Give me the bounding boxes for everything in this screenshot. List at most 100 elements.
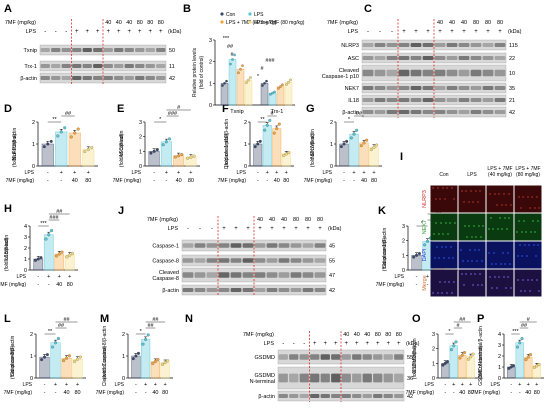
fluorescent-signal <box>441 246 443 248</box>
y-tick-label: 0 <box>330 164 333 170</box>
fluorescent-signal <box>505 287 507 289</box>
fluorescent-signal <box>503 193 505 195</box>
y-axis-label: GSDMD/β-actin(fold of control) <box>412 338 418 379</box>
protein-band <box>242 272 254 278</box>
bar-chart-e: 0 1 2 3 * #### LPS 7MF (mg/kg) - + + + - - 40 80 <box>113 105 200 184</box>
fluorescent-signal <box>509 263 511 265</box>
protein-band <box>278 243 290 248</box>
y-axis-label: NLRP3/β-actin(fold of control) <box>12 127 18 167</box>
fluorescent-signal <box>532 220 534 222</box>
protein-name: β-actin <box>20 76 37 82</box>
x-dose-value: - <box>48 282 50 288</box>
protein-band <box>254 272 266 278</box>
data-point <box>192 154 196 158</box>
x-dose-value: 80 <box>534 390 540 396</box>
fluorescent-signal <box>444 198 446 200</box>
data-point <box>469 355 473 359</box>
micrograph-tile <box>486 241 514 269</box>
lps-sign: + <box>282 226 286 232</box>
x-lps-label: LPS <box>17 274 27 280</box>
significance-mark: # <box>270 111 274 117</box>
protein-name: NLRP3 <box>341 43 359 49</box>
x-dose-value: - <box>37 282 39 288</box>
fluorescent-signal <box>527 279 529 281</box>
y-tick-label: 0 <box>24 268 27 274</box>
data-point <box>268 118 272 122</box>
protein-band <box>331 373 341 383</box>
data-point <box>345 139 349 143</box>
panel-letter-n: N <box>185 313 193 325</box>
protein-name: β-actin <box>342 110 359 116</box>
data-point <box>245 81 248 84</box>
protein-name: Trx-1 <box>24 64 37 70</box>
y-tick-label: 0 <box>432 376 435 382</box>
lps-sign: + <box>402 29 406 35</box>
x-dose-value: - <box>453 390 455 396</box>
x-lps-sign: - <box>47 170 49 176</box>
y-axis-label: Caspase-1/β-actin(fold of control) <box>382 227 388 271</box>
y-axis-label-line: NEK7/β-actin <box>310 129 316 159</box>
panel-letter-h: H <box>4 203 12 215</box>
x-lps-sign: + <box>65 382 68 388</box>
protein-name-line: Trx-1 <box>24 64 37 70</box>
data-point <box>51 345 55 349</box>
significance-mark: ## <box>521 323 528 329</box>
lps-sign: - <box>293 341 295 347</box>
row-label: Merge <box>422 275 428 291</box>
fluorescent-signal <box>477 284 479 286</box>
x-dose-value: 80 <box>74 390 80 396</box>
data-point <box>449 348 453 352</box>
protein-name: Txnip <box>24 48 37 54</box>
data-point <box>161 143 165 147</box>
legend-swatch <box>248 20 252 24</box>
kda-marker: 35 <box>509 86 515 92</box>
x-dose-value: 40 <box>63 390 69 396</box>
data-point <box>441 363 445 367</box>
y-tick-label: 1 <box>330 142 333 148</box>
data-point <box>71 251 75 255</box>
data-point <box>463 351 467 355</box>
micrograph-tile <box>514 269 542 297</box>
kda-marker: 22 <box>509 56 515 62</box>
dose-value: 40 <box>116 20 122 26</box>
kda-marker: 36 <box>407 376 413 382</box>
data-point <box>73 131 77 135</box>
x-dose-value: - <box>55 390 57 396</box>
protein-band <box>254 243 266 248</box>
data-point <box>141 342 145 346</box>
significance-mark: * <box>140 329 143 335</box>
data-point <box>284 152 288 156</box>
data-point <box>271 91 274 95</box>
x-dose-value: 80 <box>162 390 168 396</box>
x-lps-sign: - <box>153 170 155 176</box>
fluorescent-signal <box>492 228 494 230</box>
x-dose-value: - <box>519 390 521 396</box>
y-tick-label: 3 <box>209 38 212 44</box>
y-tick-label: 0 <box>30 376 33 382</box>
data-point <box>237 71 240 75</box>
protein-band <box>422 86 434 90</box>
y-tick-label: 3 <box>498 343 501 349</box>
protein-band <box>51 76 61 80</box>
fluorescent-signal <box>438 233 440 235</box>
protein-band <box>362 98 374 102</box>
protein-band <box>458 98 470 102</box>
x-lps-sign: - <box>444 382 446 388</box>
fluorescent-signal <box>505 204 507 206</box>
fluorescent-signal <box>468 201 470 203</box>
dose-value: 80 <box>473 20 479 26</box>
data-point <box>365 138 369 142</box>
protein-name: β-actin <box>258 394 275 400</box>
data-point <box>239 67 242 71</box>
fluorescent-signal <box>465 273 467 275</box>
x-dose-value: - <box>135 390 137 396</box>
data-point <box>40 358 44 362</box>
micrograph-tile <box>430 269 458 297</box>
data-point <box>282 153 286 157</box>
protein-band <box>410 69 422 77</box>
protein-band <box>242 243 254 248</box>
significance-mark: ## <box>58 323 65 329</box>
protein-band <box>434 110 446 114</box>
protein-band <box>394 394 404 398</box>
